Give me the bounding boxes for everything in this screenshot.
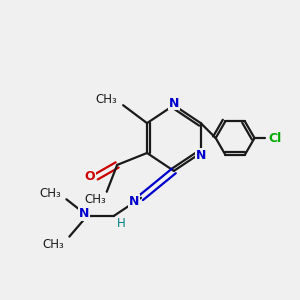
- Text: CH₃: CH₃: [39, 187, 61, 200]
- Text: H: H: [117, 217, 126, 230]
- Text: CH₃: CH₃: [42, 238, 64, 250]
- Text: N: N: [129, 195, 140, 208]
- Text: N: N: [78, 207, 89, 220]
- Text: Cl: Cl: [268, 132, 281, 145]
- Text: CH₃: CH₃: [84, 193, 106, 206]
- Text: O: O: [84, 170, 95, 183]
- Text: N: N: [169, 97, 179, 110]
- Text: N: N: [196, 148, 206, 162]
- Text: CH₃: CH₃: [96, 93, 118, 106]
